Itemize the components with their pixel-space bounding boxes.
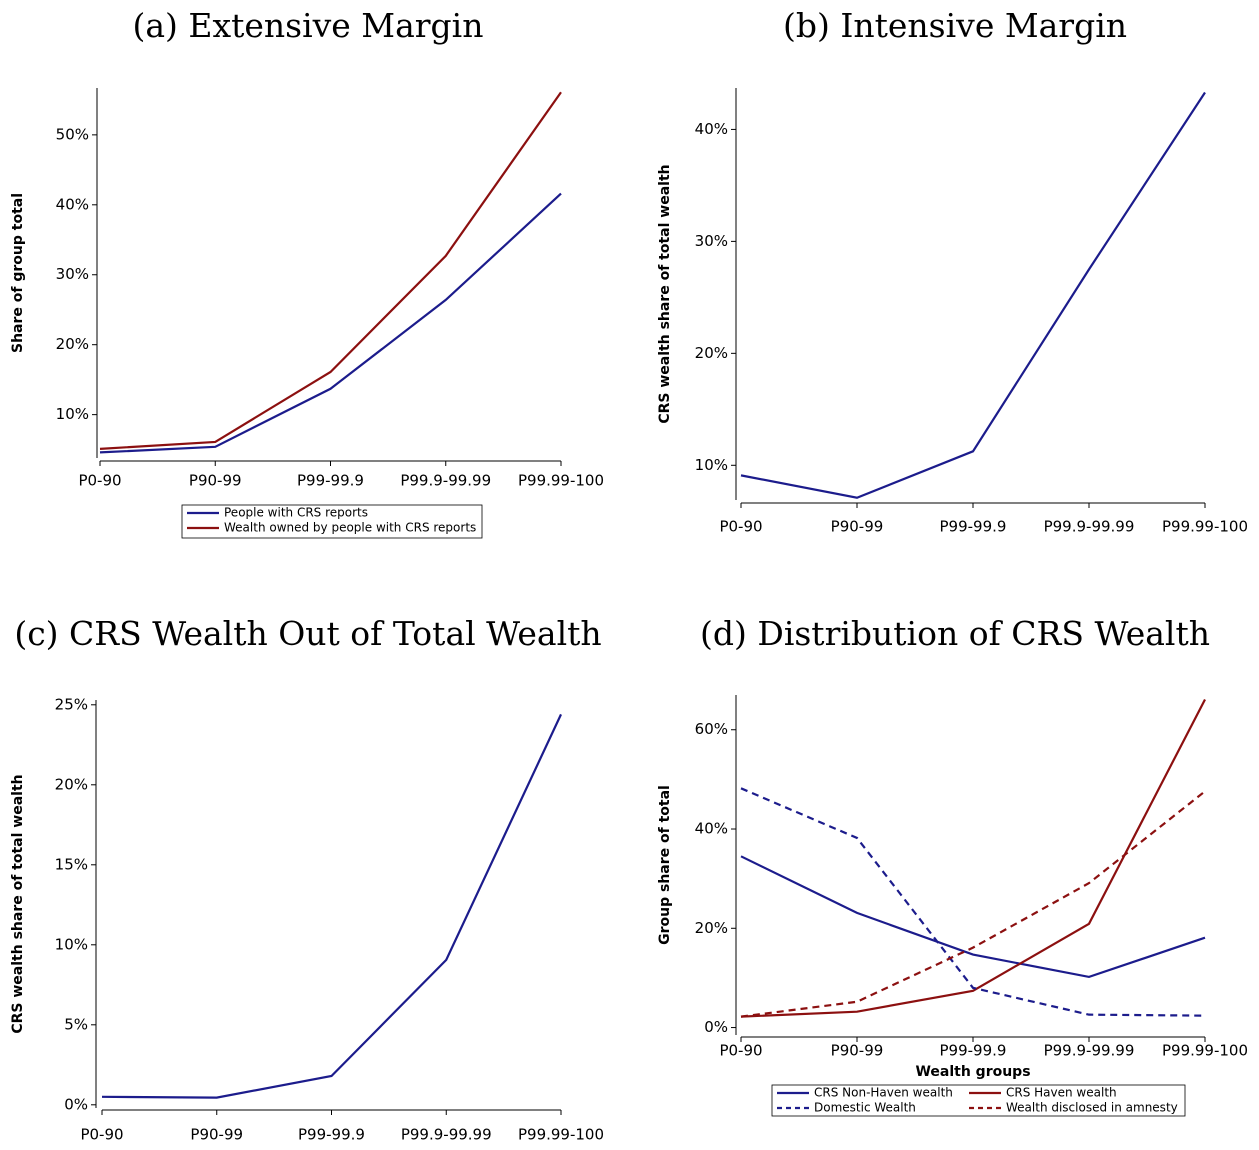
y-tick-label: 10% xyxy=(56,405,89,423)
data-line xyxy=(740,698,1206,1018)
x-tick-label: P99.9-99.99 xyxy=(1044,1042,1135,1060)
legend-label: Wealth disclosed in amnesty xyxy=(1006,1101,1178,1115)
legend-label: Wealth owned by people with CRS reports xyxy=(224,521,476,535)
panel-title: (b) Intensive Margin xyxy=(783,6,1127,45)
x-tick-label: P90-99 xyxy=(189,472,242,490)
data-line xyxy=(99,91,562,451)
x-tick-label: P99.99-100 xyxy=(1162,1042,1248,1060)
x-tick-label: P99.9-99.99 xyxy=(400,472,491,490)
data-line xyxy=(740,787,1206,1017)
legend-box xyxy=(181,504,483,539)
y-tick-label: 10% xyxy=(695,456,728,474)
y-tick-label: 30% xyxy=(56,265,89,283)
x-tick-label: P99-99.9 xyxy=(298,1126,365,1144)
y-tick-label: 50% xyxy=(56,125,89,143)
data-line xyxy=(740,855,1206,979)
panel-title: (a) Extensive Margin xyxy=(133,6,484,45)
x-tick-label: P90-99 xyxy=(190,1126,243,1144)
legend-label: Domestic Wealth xyxy=(814,1101,916,1115)
x-tick-label: P99.99-100 xyxy=(518,1126,604,1144)
x-tick-label: P99-99.9 xyxy=(297,472,364,490)
y-tick-label: 20% xyxy=(695,919,728,937)
x-tick-label: P99-99.9 xyxy=(940,518,1007,536)
x-tick-label: P99.99-100 xyxy=(518,472,604,490)
legend-label: People with CRS reports xyxy=(224,506,368,520)
y-tick-label: 20% xyxy=(55,775,88,793)
data-line xyxy=(101,713,562,1099)
y-tick-label: 5% xyxy=(64,1015,88,1033)
y-tick-label: 0% xyxy=(704,1018,728,1036)
x-tick-label: P99.99-100 xyxy=(1162,518,1248,536)
y-tick-label: 60% xyxy=(695,720,728,738)
y-axis-label: Share of group total xyxy=(10,193,26,353)
y-tick-label: 20% xyxy=(56,335,89,353)
y-axis-label: CRS wealth share of total wealth xyxy=(10,774,26,1033)
x-tick-label: P0-90 xyxy=(78,472,121,490)
legend-label: CRS Haven wealth xyxy=(1006,1086,1117,1100)
data-line xyxy=(740,790,1206,1018)
y-tick-label: 30% xyxy=(695,232,728,250)
y-tick-label: 10% xyxy=(55,935,88,953)
y-tick-label: 40% xyxy=(695,820,728,838)
panel-title: (d) Distribution of CRS Wealth xyxy=(700,614,1210,653)
y-tick-label: 0% xyxy=(64,1095,88,1113)
x-tick-label: P0-90 xyxy=(80,1126,123,1144)
y-tick-label: 40% xyxy=(56,195,89,213)
data-line xyxy=(740,91,1206,499)
x-tick-label: P0-90 xyxy=(719,518,762,536)
x-tick-label: P90-99 xyxy=(831,518,884,536)
legend-label: CRS Non-Haven wealth xyxy=(814,1086,953,1100)
x-tick-label: P0-90 xyxy=(719,1042,762,1060)
x-tick-label: P99.9-99.99 xyxy=(401,1126,492,1144)
x-axis-label: Wealth groups xyxy=(915,1064,1030,1080)
x-tick-label: P99-99.9 xyxy=(940,1042,1007,1060)
y-axis-label: Group share of total xyxy=(657,785,673,945)
y-tick-label: 15% xyxy=(55,855,88,873)
y-tick-label: 25% xyxy=(55,695,88,713)
data-line xyxy=(99,192,562,454)
x-tick-label: P90-99 xyxy=(831,1042,884,1060)
x-tick-label: P99.9-99.99 xyxy=(1044,518,1135,536)
panel-title: (c) CRS Wealth Out of Total Wealth xyxy=(14,614,601,653)
y-tick-label: 20% xyxy=(695,344,728,362)
y-tick-label: 40% xyxy=(695,120,728,138)
legend-box xyxy=(771,1084,1186,1117)
y-axis-label: CRS wealth share of total wealth xyxy=(657,164,673,423)
